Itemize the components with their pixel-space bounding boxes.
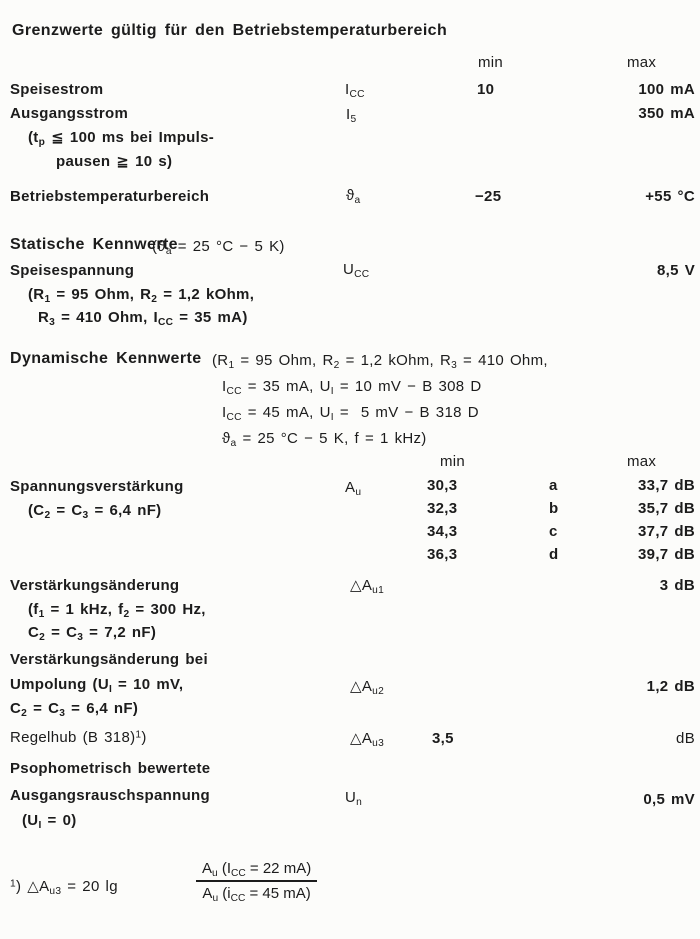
condition-line: ICC = 35 mA, UI = 10 mV − B 308 D xyxy=(222,378,482,397)
page-title: Grenzwerte gültig für den Betriebstemper… xyxy=(12,22,448,39)
row-label-betriebstemperaturbereich: Betriebstemperaturbereich xyxy=(10,188,210,205)
row-max-unit: dB xyxy=(676,730,695,747)
section-condition: (ϑa = 25 °C − 5 K) xyxy=(152,238,285,257)
row-min-value: 10 xyxy=(477,81,495,98)
row-min-value: −25 xyxy=(475,188,502,205)
gain-min-b: 32,3 xyxy=(427,500,458,517)
condition-line: (R1 = 95 Ohm, R2 = 1,2 kOhm, R3 = 410 Oh… xyxy=(212,352,548,371)
row-label-umpolung-line2: Umpolung (UI = 10 mV, xyxy=(10,676,184,695)
condition-line: ICC = 45 mA, UI = 5 mV − B 318 D xyxy=(222,404,479,423)
row-max-value: 350 mA xyxy=(638,105,695,122)
row-symbol-un: Un xyxy=(345,789,363,808)
col-header-min: min xyxy=(478,54,504,71)
row-label-umpolung-line1: Verstärkungsänderung bei xyxy=(10,651,208,668)
footnote-fraction: Au (ICC = 22 mA) Au (iCC = 45 mA) xyxy=(196,860,318,904)
row-min-value: 3,5 xyxy=(432,730,454,747)
gain-min-d: 36,3 xyxy=(427,546,458,563)
col-header-min: min xyxy=(440,453,466,470)
condition-line: (f1 = 1 kHz, f2 = 300 Hz, xyxy=(28,601,206,620)
gain-group-b: b xyxy=(549,500,559,517)
row-max-value: 0,5 mV xyxy=(643,791,695,808)
row-label-rauschspannung-line2: Ausgangsrauschspannung xyxy=(10,787,210,804)
gain-min-c: 34,3 xyxy=(427,523,458,540)
gain-group-c: c xyxy=(549,523,558,540)
row-label-verstaerkungsaenderung: Verstärkungsänderung xyxy=(10,577,180,594)
row-label-speisestrom: Speisestrom xyxy=(10,81,104,98)
gain-group-d: d xyxy=(549,546,559,563)
condition-line: (R1 = 95 Ohm, R2 = 1,2 kOhm, xyxy=(28,286,255,305)
condition-line: ϑa = 25 °C − 5 K, f = 1 kHz) xyxy=(222,430,427,449)
row-symbol-au: Au xyxy=(345,479,362,498)
gain-max-a: 33,7 dB xyxy=(638,477,695,494)
fraction-denominator: Au (iCC = 45 mA) xyxy=(202,885,311,904)
row-max-value: 100 mA xyxy=(638,81,695,98)
row-max-value: 1,2 dB xyxy=(646,678,695,695)
row-max-value: +55 °C xyxy=(645,188,695,205)
row-symbol-i5: I5 xyxy=(346,106,357,125)
row-label-spannungsverstaerkung: Spannungsverstärkung xyxy=(10,478,184,495)
row-label-speisespannung: Speisespannung xyxy=(10,262,135,279)
col-header-max: max xyxy=(627,54,657,71)
condition-line: (C2 = C3 = 6,4 nF) xyxy=(28,502,162,521)
footnote-prefix: 1) △Au3 = 20 lg xyxy=(10,878,118,897)
condition-line: pausen ≧ 10 s) xyxy=(56,153,173,170)
section-heading-statische-kennwerte: Statische Kennwerte xyxy=(10,236,178,253)
row-label-rauschspannung-line1: Psophometrisch bewertete xyxy=(10,760,211,777)
fraction-numerator: Au (ICC = 22 mA) xyxy=(196,860,318,882)
gain-max-b: 35,7 dB xyxy=(638,500,695,517)
row-symbol-delta-au1: △Au1 xyxy=(350,577,385,596)
row-label-rauschspannung-line3: (UI = 0) xyxy=(22,812,77,831)
condition-line: C2 = C3 = 7,2 nF) xyxy=(28,624,157,643)
gain-max-d: 39,7 dB xyxy=(638,546,695,563)
gain-group-a: a xyxy=(549,477,558,494)
row-symbol-theta-a: ϑa xyxy=(346,187,361,206)
gain-min-a: 30,3 xyxy=(427,477,458,494)
row-label-regelhub: Regelhub (B 318)1) xyxy=(10,729,147,746)
row-symbol-icc: ICC xyxy=(345,81,365,100)
gain-max-c: 37,7 dB xyxy=(638,523,695,540)
row-symbol-delta-au2: △Au2 xyxy=(350,678,385,697)
row-label-umpolung-line3: C2 = C3 = 6,4 nF) xyxy=(10,700,139,719)
row-label-ausgangsstrom: Ausgangsstrom xyxy=(10,105,129,122)
row-max-value: 8,5 V xyxy=(656,262,695,279)
section-heading-dynamische-kennwerte: Dynamische Kennwerte xyxy=(10,350,202,367)
condition-line: R3 = 410 Ohm, ICC = 35 mA) xyxy=(38,309,248,328)
row-symbol-ucc: UCC xyxy=(343,261,370,280)
col-header-max: max xyxy=(627,453,657,470)
row-max-value: 3 dB xyxy=(659,577,695,594)
row-symbol-delta-au3: △Au3 xyxy=(350,730,385,749)
condition-line: (tp ≦ 100 ms bei Impuls- xyxy=(28,129,215,148)
